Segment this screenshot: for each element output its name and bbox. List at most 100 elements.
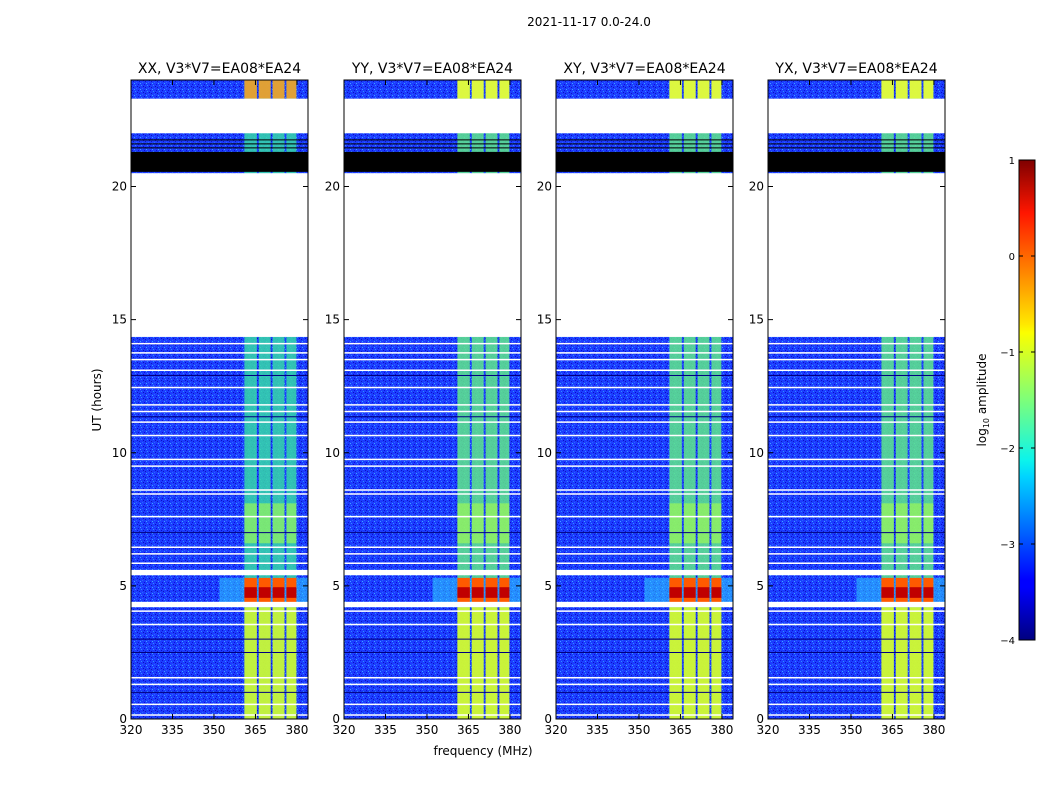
bright-channel-core: [697, 587, 710, 598]
signal-mid-band: [471, 503, 484, 544]
panels: XX, V3*V7=EA08*EA24 320 335 350 365 380 0 5 10 15…: [112, 61, 946, 737]
signal-early-band: [895, 607, 908, 719]
colorbar-tick-label: 1: [1009, 156, 1015, 167]
signal-top-row: [286, 80, 297, 99]
signal-mid-band: [909, 503, 922, 544]
signal-channel: [272, 80, 285, 719]
panel-frame: [130, 79, 309, 720]
x-tick-label: 320: [120, 723, 143, 737]
signal-channel: [895, 80, 908, 719]
signal-top-row: [881, 80, 894, 99]
signal-mid-band: [258, 503, 271, 544]
panel-1: YY, V3*V7=EA08*EA24 320 335 350 365 380 0 5 10 15…: [325, 61, 522, 737]
bright-channel-core: [471, 587, 484, 598]
y-tick-label: 10: [537, 446, 552, 460]
y-tick-label: 0: [756, 712, 764, 726]
signal-channel: [258, 80, 271, 719]
gap-band: [131, 601, 308, 608]
panel-frame: [767, 79, 946, 720]
y-axis-label: UT (hours): [90, 368, 104, 431]
y-tick-label: 20: [112, 180, 127, 194]
colorbar-tick-label: −3: [1000, 540, 1015, 551]
x-tick-label: 380: [285, 723, 308, 737]
signal-channel: [286, 80, 297, 719]
y-tick-label: 5: [332, 579, 340, 593]
gap-band: [344, 601, 521, 608]
no-data-region: [344, 173, 521, 337]
signal-top-row: [272, 80, 285, 99]
signal-top-row: [471, 80, 484, 99]
x-tick-label: 320: [757, 723, 780, 737]
signal-early-band: [923, 607, 934, 719]
bright-channel-core: [457, 587, 470, 598]
signal-channel: [499, 80, 510, 719]
x-tick-label: 365: [457, 723, 480, 737]
signal-early-band: [485, 607, 498, 719]
x-tick-label: 350: [628, 723, 651, 737]
panel-frame: [555, 79, 734, 720]
signal-early-band: [697, 607, 710, 719]
panel-title: YY, V3*V7=EA08*EA24: [351, 61, 513, 77]
signal-top-row: [923, 80, 934, 99]
signal-top-row: [697, 80, 710, 99]
x-tick-label: 320: [333, 723, 356, 737]
signal-early-band: [272, 607, 285, 719]
y-tick-label: 10: [325, 446, 340, 460]
x-tick-label: 335: [798, 723, 821, 737]
bright-channel-core: [711, 587, 722, 598]
panel-title: XY, V3*V7=EA08*EA24: [563, 61, 725, 77]
panel-title: YX, V3*V7=EA08*EA24: [774, 61, 937, 77]
signal-top-row: [669, 80, 682, 99]
signal-early-band: [471, 607, 484, 719]
x-tick-label: 365: [881, 723, 904, 737]
signal-mid-band: [881, 503, 894, 544]
gap-band: [556, 601, 733, 608]
no-data-region: [556, 173, 733, 337]
y-tick-label: 0: [332, 712, 340, 726]
signal-channel: [697, 80, 710, 719]
signal-mid-band: [711, 503, 722, 544]
x-tick-label: 380: [498, 723, 521, 737]
x-tick-label: 365: [244, 723, 267, 737]
bright-channel-core: [909, 587, 922, 598]
signal-top-row: [457, 80, 470, 99]
no-data-region: [768, 173, 945, 337]
colorbar-tick-label: −1: [1000, 348, 1015, 359]
y-tick-label: 5: [119, 579, 127, 593]
x-tick-label: 350: [416, 723, 439, 737]
panel-0: XX, V3*V7=EA08*EA24 320 335 350 365 380 0 5 10 15…: [112, 61, 309, 737]
signal-mid-band: [485, 503, 498, 544]
x-tick-label: 365: [669, 723, 692, 737]
bright-channel-core: [683, 587, 696, 598]
y-tick-label: 5: [544, 579, 552, 593]
gap-band: [131, 569, 308, 576]
panel-frame: [343, 79, 522, 720]
no-data-region: [131, 98, 308, 134]
x-axis-label: frequency (MHz): [433, 744, 532, 758]
signal-top-row: [258, 80, 271, 99]
flagged-region: [556, 151, 733, 172]
signal-top-row: [895, 80, 908, 99]
signal-mid-band: [286, 503, 297, 544]
bright-channel-core: [895, 587, 908, 598]
signal-early-band: [669, 607, 682, 719]
signal-early-band: [286, 607, 297, 719]
x-tick-label: 335: [374, 723, 397, 737]
gap-band: [344, 569, 521, 576]
signal-channel: [909, 80, 922, 719]
bright-channel-core: [669, 587, 682, 598]
signal-top-row: [485, 80, 498, 99]
bright-channel-core: [258, 587, 271, 598]
y-tick-label: 5: [756, 579, 764, 593]
x-tick-label: 350: [203, 723, 226, 737]
panel-3: YX, V3*V7=EA08*EA24 320 335 350 365 380 0 5 10 15…: [749, 61, 946, 737]
signal-early-band: [499, 607, 510, 719]
bright-channel-core: [272, 587, 285, 598]
signal-early-band: [711, 607, 722, 719]
signal-channel: [485, 80, 498, 719]
y-tick-label: 10: [112, 446, 127, 460]
signal-channel: [683, 80, 696, 719]
signal-mid-band: [895, 503, 908, 544]
figure-title: 2021-11-17 0.0-24.0: [527, 15, 651, 29]
